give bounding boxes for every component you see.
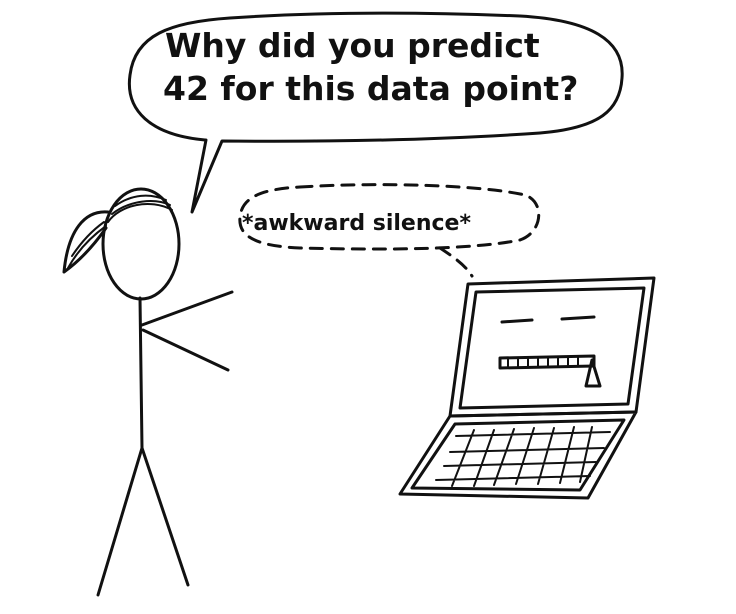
thought-bubble: *awkward silence*: [238, 183, 541, 278]
figure-hair: [107, 194, 173, 223]
figure-arm-lower: [141, 328, 230, 372]
laptop-screen-inner: [458, 286, 646, 410]
figure-ponytail-strands: [67, 221, 107, 269]
laptop-base: [398, 410, 638, 500]
figure-body: [138, 296, 144, 450]
laptop-keyboard: [435, 426, 611, 487]
figure-leg-right: [140, 446, 190, 587]
laptop-base-inner: [410, 418, 626, 492]
thought-bubble-outline: [238, 183, 541, 251]
thought-text: *awkward silence*: [242, 211, 471, 236]
laptop-zipper-pull: [584, 358, 602, 388]
laptop-zipper-teeth: [507, 356, 579, 369]
speech-bubble-outline: [127, 11, 624, 214]
laptop-icon: [398, 276, 656, 500]
speech-bubble: Why did you predict 42 for this data poi…: [127, 11, 624, 214]
laptop-screen-outer: [448, 276, 656, 418]
stick-figure-icon: [62, 187, 234, 597]
laptop-face-eyes: [500, 315, 596, 324]
speech-line-1: Why did you predict: [165, 26, 540, 65]
figure-leg-left: [96, 446, 144, 597]
speech-line-2: 42 for this data point?: [163, 69, 578, 108]
figure-arm-upper: [140, 290, 234, 327]
figure-ponytail: [62, 210, 110, 274]
thought-bubble-tail: [438, 246, 474, 278]
